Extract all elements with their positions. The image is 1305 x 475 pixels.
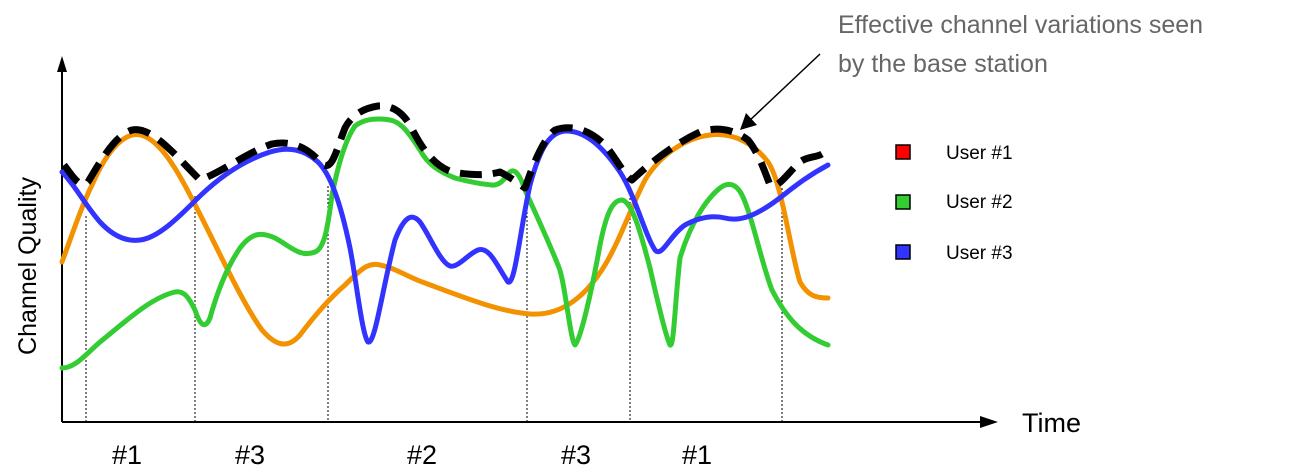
legend-label: User #1	[946, 143, 1013, 164]
annotation-arrow	[747, 53, 821, 123]
legend-swatch	[895, 194, 911, 210]
legend-label: User #3	[946, 243, 1013, 264]
slot-label: #3	[561, 440, 591, 470]
legend-label: User #2	[946, 192, 1013, 213]
slot-label: #1	[112, 440, 142, 470]
legend-item-user-3: User #3	[895, 243, 1013, 264]
slot-labels: #1 #3 #2 #3 #1	[112, 440, 712, 470]
legend-item-user-2: User #2	[895, 192, 1013, 213]
user-2-curve	[59, 116, 831, 371]
legend: User #1 User #2 User #3	[895, 143, 1013, 264]
y-axis-label: Channel Quality	[14, 177, 42, 355]
annotation-line-1: Effective channel variations seen	[838, 11, 1203, 39]
annotation-line-2: by the base station	[838, 50, 1048, 78]
legend-swatch	[895, 244, 911, 260]
annotation-arrowhead	[740, 113, 757, 130]
legend-swatch	[895, 144, 911, 160]
slot-label: #2	[407, 440, 437, 470]
legend-item-user-1: User #1	[895, 143, 1013, 164]
x-axis-label: Time	[1022, 408, 1081, 438]
x-axis-arrowhead	[980, 416, 998, 428]
slot-label: #1	[682, 440, 712, 470]
user-3-curve	[59, 128, 831, 345]
effective-channel-envelope	[61, 102, 824, 192]
slot-label: #3	[235, 440, 265, 470]
y-axis-arrowhead	[57, 56, 67, 72]
